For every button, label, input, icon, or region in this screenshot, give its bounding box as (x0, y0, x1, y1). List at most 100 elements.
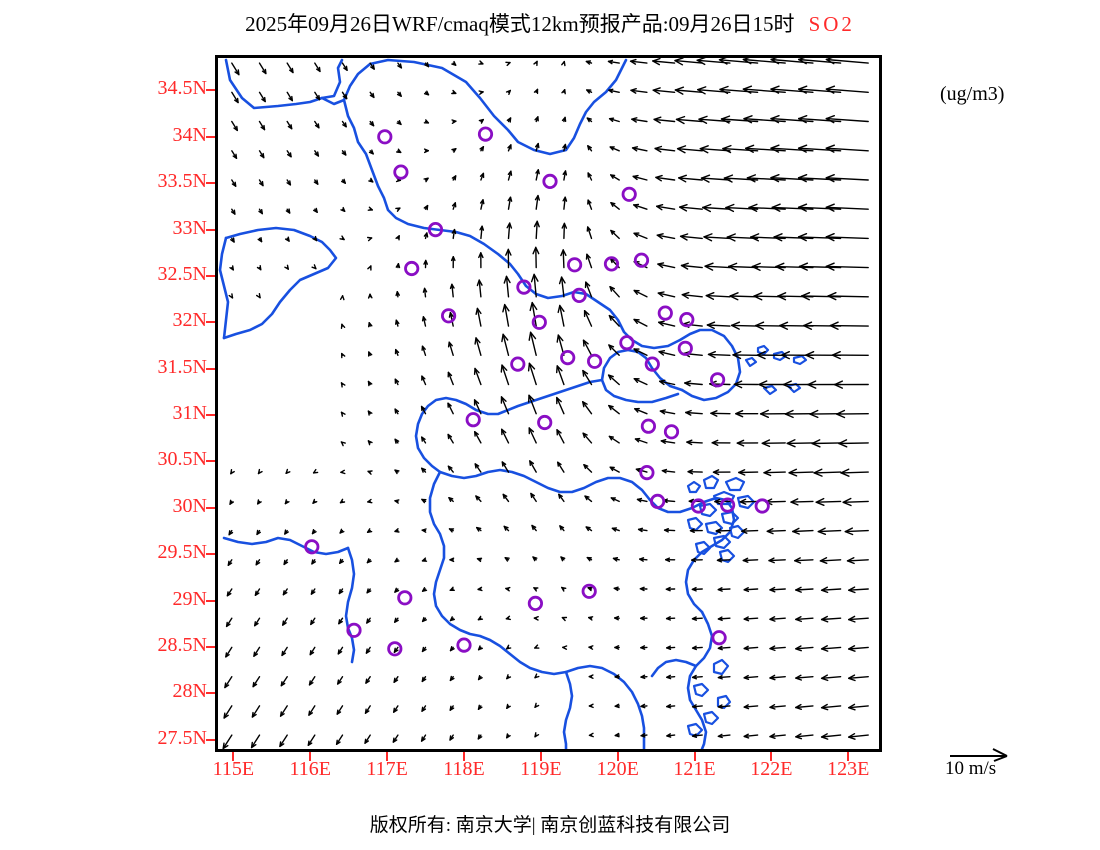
station-marker[interactable] (465, 412, 481, 428)
station-marker[interactable] (404, 260, 420, 277)
wind-arrow (451, 228, 457, 240)
station-marker[interactable] (456, 637, 472, 653)
wind-arrow (473, 367, 482, 386)
station-marker[interactable] (711, 630, 727, 646)
wind-arrow (339, 235, 345, 241)
station-marker[interactable] (657, 305, 673, 321)
station-marker[interactable] (304, 539, 320, 555)
x-tick-label: 117E (366, 758, 408, 780)
wind-arrow (792, 527, 814, 535)
station-marker[interactable] (639, 464, 655, 481)
wind-arrow (678, 174, 703, 183)
station-marker[interactable] (621, 186, 637, 202)
wind-arrow (631, 146, 648, 152)
wind-arrow (798, 262, 842, 271)
wind-arrow (820, 645, 842, 652)
wind-arrow (795, 645, 814, 652)
wind-arrow (341, 62, 348, 72)
wind-arrow (309, 646, 316, 656)
map-plot-area[interactable] (215, 55, 882, 752)
wind-arrow (769, 704, 786, 710)
wind-arrow (534, 644, 540, 649)
wind-arrow (478, 60, 484, 65)
station-marker[interactable] (633, 252, 650, 268)
station-marker[interactable] (586, 353, 603, 369)
station-marker[interactable] (677, 340, 693, 356)
y-tick-label: 29.5N (157, 541, 207, 564)
wind-arrow (423, 90, 430, 96)
station-marker[interactable] (679, 312, 695, 328)
station-marker[interactable] (397, 590, 413, 606)
wind-arrow (227, 559, 233, 566)
wind-arrow (819, 557, 842, 564)
station-marker[interactable] (531, 314, 547, 330)
station-marker[interactable] (560, 349, 576, 366)
wind-arrow (717, 704, 731, 709)
wind-arrow (759, 409, 786, 418)
station-marker[interactable] (477, 126, 494, 142)
station-marker[interactable] (510, 356, 526, 372)
station-marker[interactable] (663, 424, 680, 440)
wind-arrow (679, 233, 703, 241)
wind-arrow (449, 283, 455, 298)
station-marker[interactable] (427, 222, 444, 238)
x-tick-label: 121E (673, 758, 716, 780)
station-marker[interactable] (581, 583, 597, 599)
station-marker[interactable] (537, 414, 553, 431)
wind-arrow (367, 498, 373, 504)
wind-arrow (820, 674, 842, 682)
station-marker[interactable] (441, 308, 457, 324)
station-marker[interactable] (527, 595, 543, 612)
wind-arrow (421, 646, 427, 653)
station-marker[interactable] (516, 279, 532, 295)
wind-arrow (588, 645, 594, 650)
wind-arrow (773, 233, 814, 242)
wind-arrow (609, 146, 620, 152)
wind-arrow (257, 237, 263, 243)
x-tick-mark (693, 752, 696, 761)
wind-arrow (503, 275, 511, 298)
wind-arrow (253, 646, 261, 657)
wind-arrow (729, 292, 759, 301)
station-marker[interactable] (542, 173, 558, 190)
station-marker[interactable] (709, 372, 726, 388)
station-marker[interactable] (603, 256, 620, 272)
wind-scale-arrow (950, 748, 1008, 762)
wind-arrow (258, 62, 267, 75)
wind-arrow (473, 399, 482, 415)
station-marker[interactable] (393, 164, 409, 180)
y-tick-mark (206, 182, 215, 185)
x-tick-mark (616, 752, 619, 761)
station-marker[interactable] (754, 498, 770, 514)
wind-arrow (285, 208, 291, 214)
wind-arrow (820, 586, 842, 594)
wind-arrow (612, 557, 620, 562)
station-marker[interactable] (640, 418, 656, 434)
wind-arrow (559, 525, 565, 532)
station-marker[interactable] (566, 257, 583, 273)
wind-arrow (449, 557, 455, 563)
wind-arrow (366, 558, 372, 564)
station-marker[interactable] (377, 129, 393, 145)
wind-arrow (366, 617, 371, 624)
station-marker[interactable] (619, 335, 635, 351)
y-tick-label: 31.5N (157, 355, 207, 378)
station-marker[interactable] (346, 622, 362, 638)
wind-arrow (833, 380, 869, 389)
station-marker[interactable] (387, 641, 403, 657)
station-marker[interactable] (644, 356, 660, 372)
station-marker[interactable] (571, 287, 587, 303)
station-marker[interactable] (690, 498, 706, 514)
station-marker[interactable] (719, 497, 736, 513)
wind-arrow (367, 410, 373, 416)
wind-arrow (761, 439, 786, 448)
wind-arrow (587, 199, 593, 210)
wind-arrow (279, 705, 288, 717)
wind-arrow (659, 379, 676, 386)
wind-arrow (251, 705, 261, 718)
station-marker[interactable] (649, 493, 666, 509)
y-tick-label: 29N (172, 587, 207, 610)
wind-arrow (226, 588, 233, 597)
wind-arrow (504, 557, 510, 562)
wind-arrow (795, 674, 814, 681)
